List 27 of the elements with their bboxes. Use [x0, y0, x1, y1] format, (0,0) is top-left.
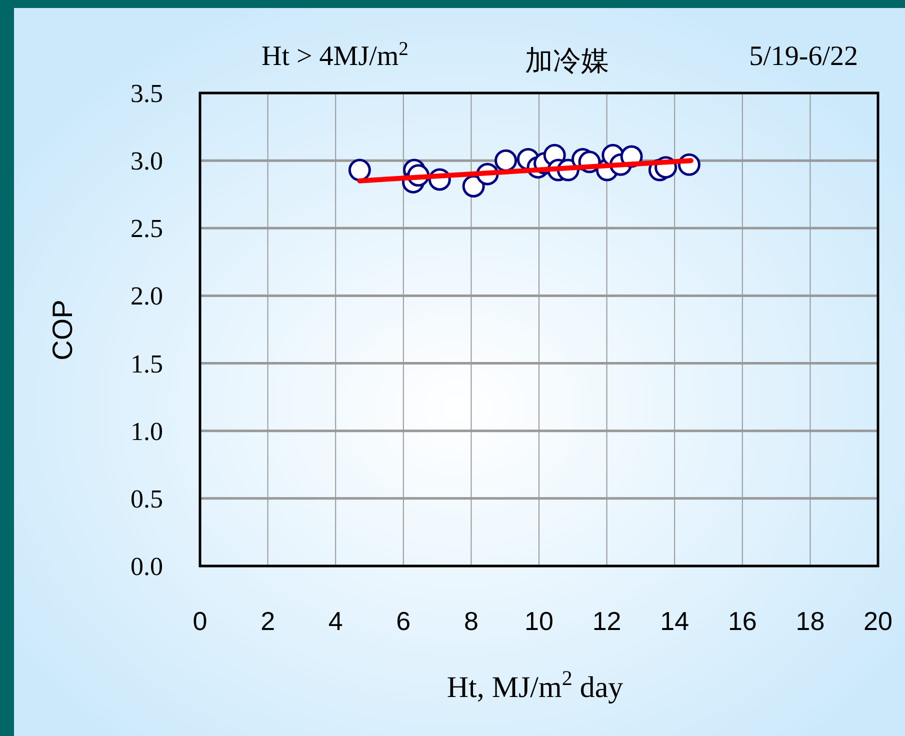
- y-tick-label: 2.5: [130, 214, 163, 244]
- x-axis-title: Ht, MJ/m$^{2}$ day: [446, 666, 624, 704]
- x-tick-label: 2: [260, 606, 276, 636]
- y-tick-label: 0.0: [130, 552, 163, 581]
- x-tick-label: 0: [192, 606, 208, 636]
- x-tick-label: 16: [728, 606, 757, 636]
- x-tick-label: 10: [524, 606, 554, 636]
- chart-title: 加冷媒: [525, 44, 609, 77]
- y-tick-label: 2.0: [130, 282, 163, 311]
- point: [494, 149, 518, 172]
- y-tick-label: 1.0: [130, 416, 163, 446]
- y-tick-label: 3.5: [130, 79, 163, 108]
- text: Ht > 4MJ/m$^{2}$: [262, 38, 408, 72]
- point: [462, 175, 485, 198]
- y-tick-label: 1.5: [130, 349, 163, 378]
- x-tick-label: 4: [328, 606, 343, 636]
- y-axis-title: COP: [47, 300, 78, 360]
- x-tick-label: 20: [864, 606, 892, 636]
- y-tick-label: 3.0: [130, 146, 163, 176]
- x-tick-label: 6: [396, 606, 411, 636]
- point: [348, 158, 371, 182]
- x-tick-label: 8: [464, 606, 478, 636]
- x-tick-label: 18: [796, 606, 825, 636]
- text: 5/19-6/22: [749, 41, 858, 72]
- x-tick-label: 14: [660, 606, 690, 636]
- x-tick-label: 12: [592, 606, 622, 636]
- y-tick-label: 0.5: [130, 484, 163, 514]
